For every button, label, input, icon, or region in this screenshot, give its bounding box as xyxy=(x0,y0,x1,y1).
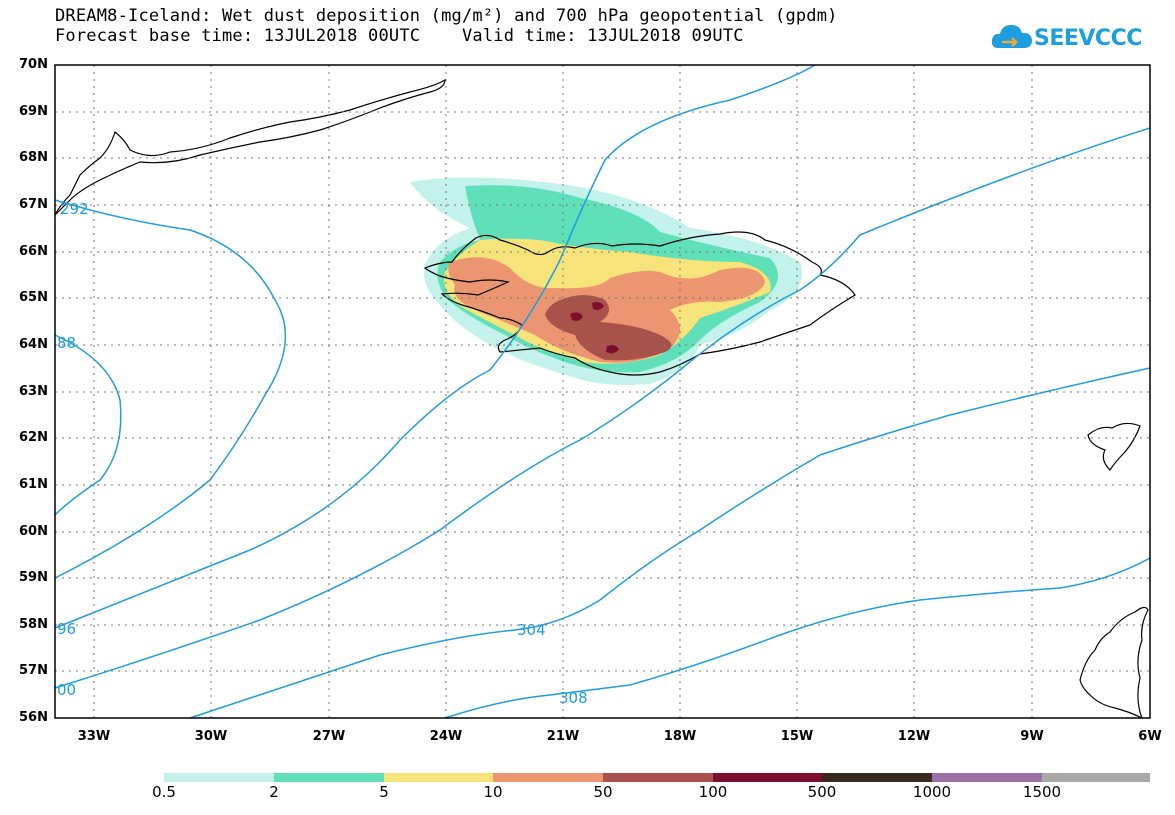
lon-label: 12W xyxy=(897,729,931,744)
lat-label: 57N xyxy=(19,663,48,678)
lon-label: 9W xyxy=(1020,729,1044,744)
legend-swatch xyxy=(164,773,274,782)
map-title: DREAM8-Iceland: Wet dust deposition (mg/… xyxy=(55,6,838,26)
contour-line xyxy=(54,64,816,629)
legend-label: 10 xyxy=(483,783,503,801)
lat-label: 68N xyxy=(19,150,48,165)
dust-50-band xyxy=(545,295,672,361)
map-frame xyxy=(54,64,1151,719)
coastlines xyxy=(54,78,1149,720)
lon-label: 21W xyxy=(546,729,580,744)
lat-label: 61N xyxy=(19,477,48,492)
legend-swatch xyxy=(384,773,493,782)
lat-label: 56N xyxy=(19,710,48,725)
legend-colorbar xyxy=(164,773,1150,782)
contour-line xyxy=(54,334,122,516)
legend-label: 2 xyxy=(269,783,279,801)
legend-swatch xyxy=(932,773,1042,782)
contour-label: 00 xyxy=(57,681,76,699)
lon-label: 24W xyxy=(429,729,463,744)
contour-line xyxy=(189,367,1151,719)
lon-label: 27W xyxy=(312,729,346,744)
dust-deposition-shading xyxy=(410,177,802,385)
contour-label: 304 xyxy=(517,621,546,639)
legend-swatch xyxy=(274,773,384,782)
legend-label: 50 xyxy=(593,783,613,801)
legend-label: 0.5 xyxy=(152,783,176,801)
lon-label: 18W xyxy=(663,729,697,744)
greenland-coastline xyxy=(54,78,446,216)
scotland-coastline xyxy=(1079,606,1149,720)
legend-label: 1000 xyxy=(912,783,952,801)
lat-label: 62N xyxy=(19,430,48,445)
lon-label: 6W xyxy=(1138,729,1162,744)
lat-label: 58N xyxy=(19,617,48,632)
lat-label: 64N xyxy=(19,337,48,352)
legend-label: 500 xyxy=(807,783,837,801)
map-subtitle-times: Forecast base time: 13JUL2018 00UTC Vali… xyxy=(55,26,744,46)
dust-100-band xyxy=(570,302,619,354)
lat-label: 66N xyxy=(19,244,48,259)
legend-swatch xyxy=(603,773,713,782)
lon-label: 30W xyxy=(194,729,228,744)
legend-label: 100 xyxy=(698,783,728,801)
grid-lines xyxy=(55,65,1150,718)
logo-text: SEEVCCC xyxy=(1034,26,1142,51)
seevccc-logo: SEEVCCC xyxy=(990,20,1142,60)
iceland-coastline xyxy=(423,231,856,376)
contour-label: 88 xyxy=(57,334,76,352)
lat-label: 67N xyxy=(19,197,48,212)
legend-swatch xyxy=(1042,773,1150,782)
lat-label: 70N xyxy=(19,57,48,72)
lon-label: 33W xyxy=(77,729,111,744)
cloud-icon xyxy=(991,25,1032,48)
faroe-islands-coastline xyxy=(1087,422,1141,471)
lat-label: 60N xyxy=(19,524,48,539)
lat-label: 69N xyxy=(19,104,48,119)
contour-line xyxy=(54,199,287,579)
legend-swatch xyxy=(713,773,822,782)
legend-label: 5 xyxy=(379,783,389,801)
contour-label: 292 xyxy=(60,200,89,218)
contour-line xyxy=(54,127,1151,689)
lat-label: 65N xyxy=(19,290,48,305)
lat-label: 63N xyxy=(19,384,48,399)
geopotential-contours xyxy=(54,64,1151,719)
contour-line xyxy=(444,557,1151,719)
lat-label: 59N xyxy=(19,570,48,585)
legend-label: 1500 xyxy=(1022,783,1062,801)
legend-swatch xyxy=(822,773,932,782)
contour-label: 308 xyxy=(559,689,588,707)
lon-label: 15W xyxy=(780,729,814,744)
contour-label: 96 xyxy=(57,620,76,638)
contour-labels: 292 88 96 00 304 308 xyxy=(57,200,588,707)
legend-swatch xyxy=(493,773,603,782)
